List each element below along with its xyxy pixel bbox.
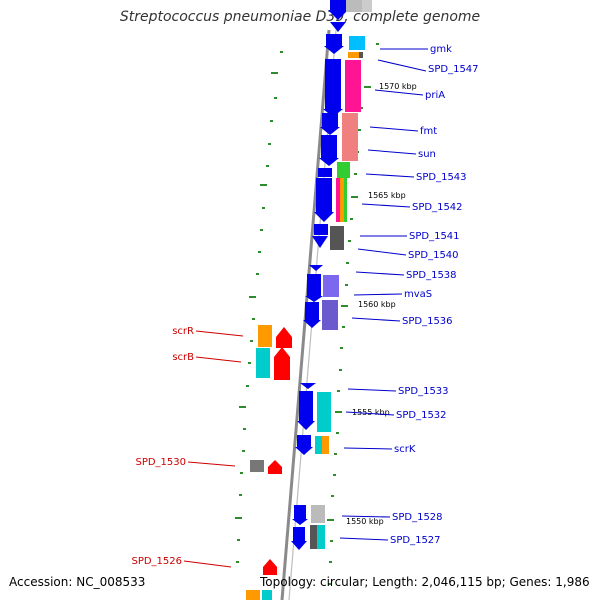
gene-label-spd-1542[interactable]: SPD_1542 bbox=[412, 202, 463, 213]
gene-label-spd-1526[interactable]: SPD_1526 bbox=[131, 556, 182, 567]
gene-label-spd-1541[interactable]: SPD_1541 bbox=[409, 231, 460, 242]
colored-genes-mid bbox=[310, 275, 339, 549]
forward-blue-genes bbox=[312, 0, 348, 248]
forward-blue-genes-mid bbox=[291, 265, 323, 550]
gene-label-sun[interactable]: sun bbox=[418, 149, 436, 160]
gene-label-spd-1547[interactable]: SPD_1547 bbox=[428, 64, 479, 75]
gene-label-gmk[interactable]: gmk bbox=[430, 44, 452, 55]
forward-labels: gmk SPD_1547 priA fmt sun SPD_1543 SPD_1… bbox=[390, 44, 479, 546]
gene-label-scrr[interactable]: scrR bbox=[172, 326, 194, 337]
kbp-label-1560: 1560 kbp bbox=[358, 300, 396, 309]
reverse-genes bbox=[246, 325, 292, 600]
reverse-leaders bbox=[183, 330, 244, 568]
kbp-label-1550: 1550 kbp bbox=[346, 517, 384, 526]
kbp-label-1555: 1555 kbp bbox=[352, 408, 390, 417]
gene-label-spd-1543[interactable]: SPD_1543 bbox=[416, 172, 467, 183]
kbp-label-1570: 1570 kbp bbox=[379, 82, 417, 91]
colored-genes-top bbox=[330, 0, 372, 250]
gene-label-scrb[interactable]: scrB bbox=[172, 352, 194, 363]
gene-label-spd-1533[interactable]: SPD_1533 bbox=[398, 386, 449, 397]
gene-label-scrk[interactable]: scrK bbox=[394, 444, 416, 455]
gene-label-mvas[interactable]: mvaS bbox=[404, 289, 432, 300]
gene-label-spd-1538[interactable]: SPD_1538 bbox=[406, 270, 457, 281]
topology-text: Topology: circular; Length: 2,046,115 bp… bbox=[260, 575, 590, 589]
gene-label-spd-1536[interactable]: SPD_1536 bbox=[402, 316, 453, 327]
gene-label-spd-1527[interactable]: SPD_1527 bbox=[390, 535, 441, 546]
gene-label-spd-1532[interactable]: SPD_1532 bbox=[396, 410, 447, 421]
gene-label-spd-1530[interactable]: SPD_1530 bbox=[135, 457, 186, 468]
reverse-labels: scrR scrB SPD_1530 SPD_1526 bbox=[131, 326, 194, 567]
gene-label-spd-1528[interactable]: SPD_1528 bbox=[392, 512, 443, 523]
gene-label-fmt[interactable]: fmt bbox=[420, 126, 437, 137]
gene-label-pria[interactable]: priA bbox=[425, 90, 445, 101]
map-title: Streptococcus pneumoniae D39, complete g… bbox=[119, 9, 481, 25]
minor-ticks bbox=[235, 51, 283, 563]
forward-leaders bbox=[339, 48, 428, 541]
gene-label-spd-1540[interactable]: SPD_1540 bbox=[408, 250, 459, 261]
accession-text: Accession: NC_008533 bbox=[9, 575, 146, 589]
kbp-label-1565: 1565 kbp bbox=[368, 191, 406, 200]
